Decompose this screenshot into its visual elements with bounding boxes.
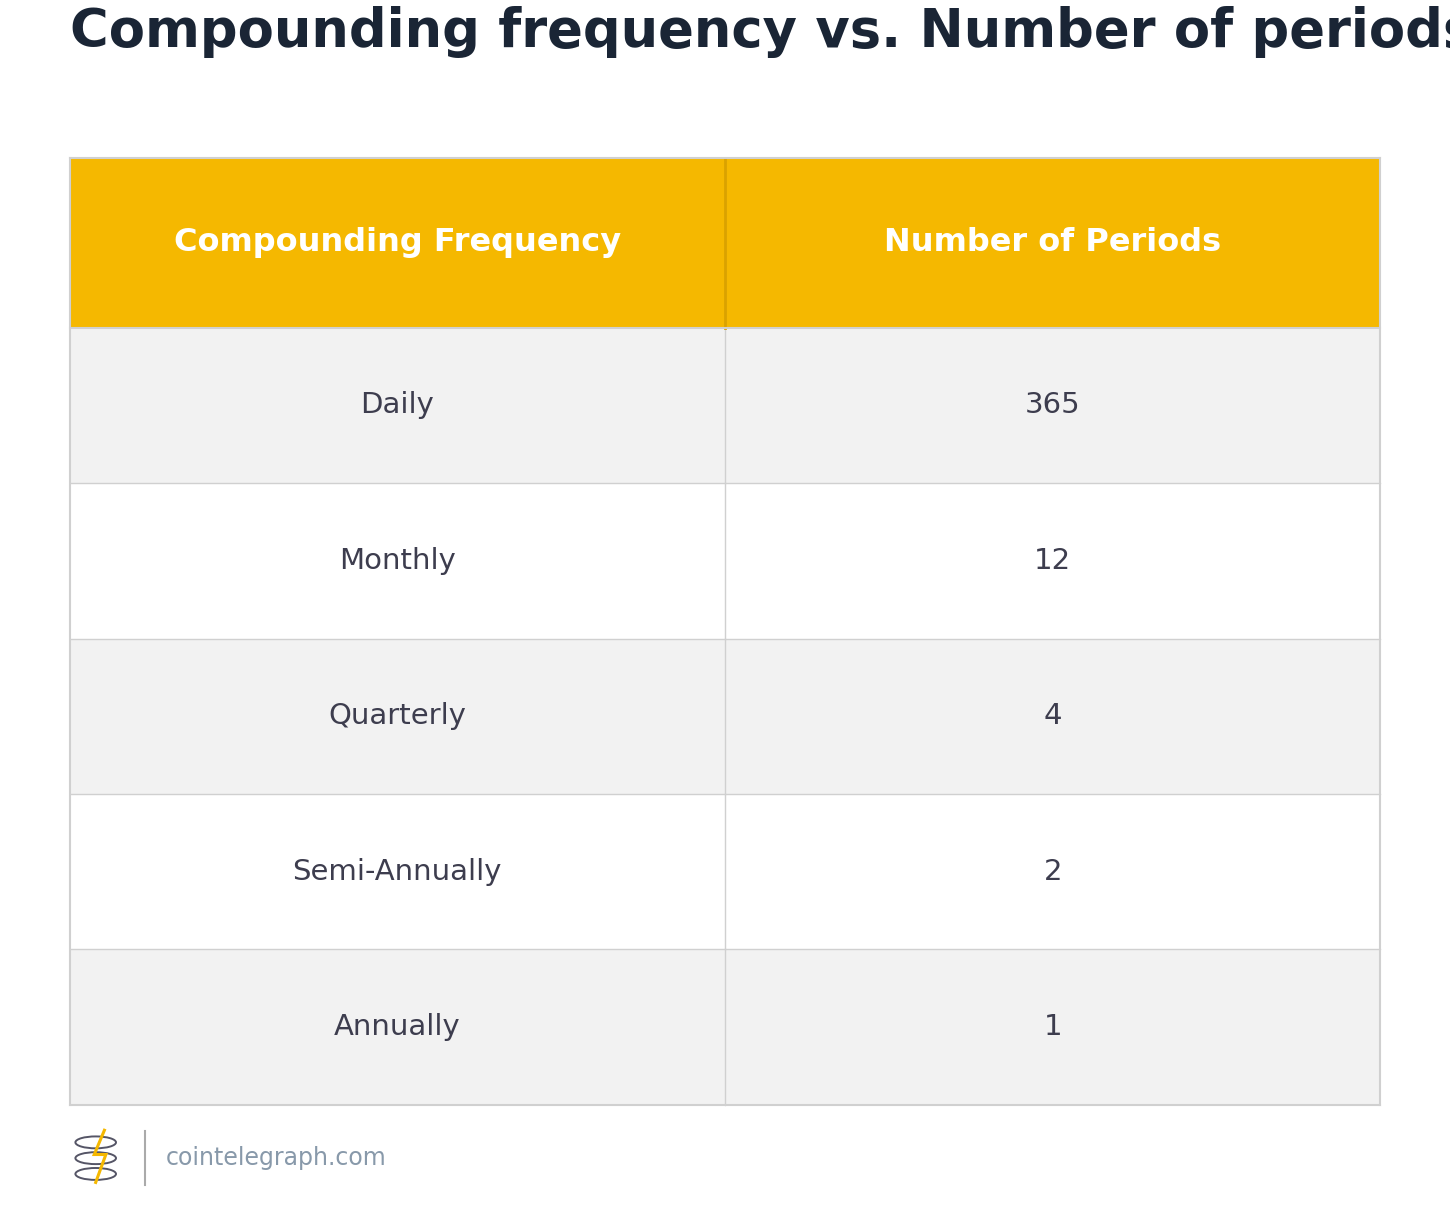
Text: 2: 2 <box>1044 857 1061 886</box>
Text: Quarterly: Quarterly <box>328 702 467 731</box>
FancyBboxPatch shape <box>725 639 1380 794</box>
FancyBboxPatch shape <box>70 949 725 1105</box>
FancyBboxPatch shape <box>70 483 725 639</box>
FancyBboxPatch shape <box>70 794 725 949</box>
Text: cointelegraph.com: cointelegraph.com <box>165 1146 386 1170</box>
FancyBboxPatch shape <box>725 483 1380 639</box>
Text: 4: 4 <box>1044 702 1061 731</box>
Text: 1: 1 <box>1044 1012 1061 1042</box>
Text: Monthly: Monthly <box>339 546 455 575</box>
Text: Annually: Annually <box>334 1012 461 1042</box>
Text: Compounding frequency vs. Number of periods in APY: Compounding frequency vs. Number of peri… <box>70 6 1450 58</box>
Text: Compounding Frequency: Compounding Frequency <box>174 227 621 259</box>
FancyBboxPatch shape <box>725 158 1380 328</box>
FancyBboxPatch shape <box>725 949 1380 1105</box>
FancyBboxPatch shape <box>70 158 725 328</box>
Text: 365: 365 <box>1025 391 1080 420</box>
FancyBboxPatch shape <box>725 794 1380 949</box>
FancyBboxPatch shape <box>70 639 725 794</box>
FancyBboxPatch shape <box>725 328 1380 483</box>
FancyBboxPatch shape <box>70 328 725 483</box>
Text: Number of Periods: Number of Periods <box>884 227 1221 259</box>
Text: 12: 12 <box>1034 546 1072 575</box>
Text: Daily: Daily <box>361 391 434 420</box>
Text: Semi-Annually: Semi-Annually <box>293 857 502 886</box>
